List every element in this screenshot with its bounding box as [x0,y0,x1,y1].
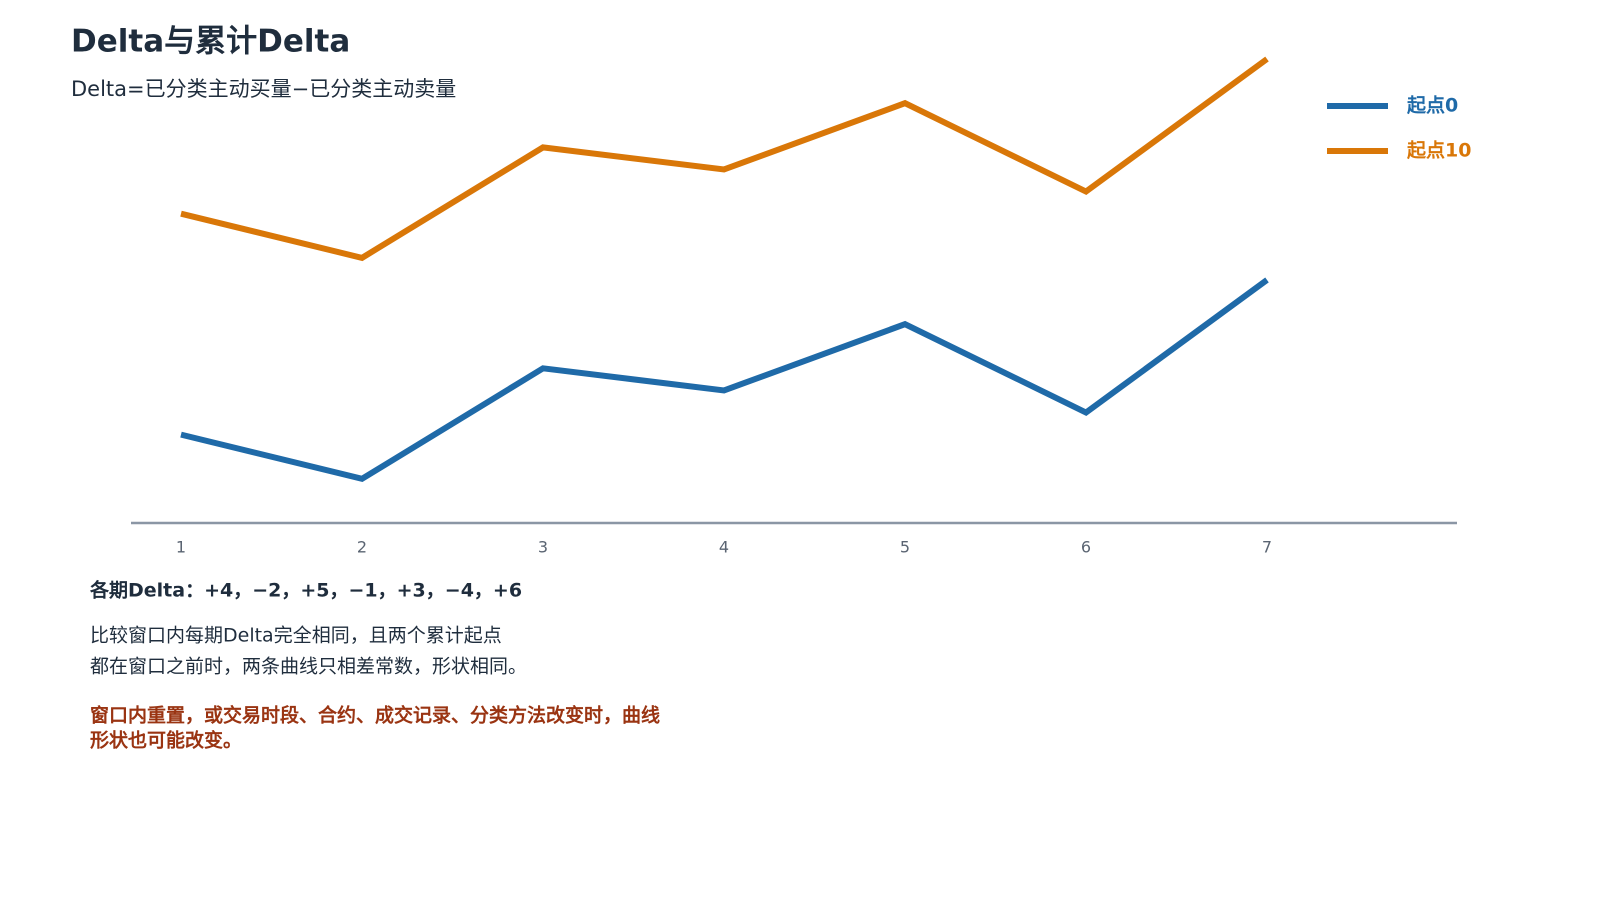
warning-line: 窗口内重置，或交易时段、合约、成交记录、分类方法改变时，曲线 [90,704,660,727]
delta-note: 各期Delta：+4，−2，+5，−1，+3，−4，+6 [89,579,522,602]
series-line [180,56,1269,262]
series-line [180,277,1269,483]
note-line: 比较窗口内每期Delta完全相同，且两个累计起点 [90,625,502,647]
x-tick-label: 6 [1081,538,1091,557]
legend-label: 起点0 [1406,95,1458,117]
note-line: 都在窗口之前时，两条曲线只相差常数，形状相同。 [90,656,527,678]
x-tick-label: 3 [538,538,548,557]
x-tick-label: 4 [719,538,729,557]
x-tick-label: 7 [1262,538,1272,557]
legend-label: 起点10 [1406,140,1471,162]
x-tick-label: 2 [357,538,367,557]
x-tick-label: 1 [176,538,186,557]
x-tick-label: 5 [900,538,910,557]
warning-line: 形状也可能改变。 [90,729,242,752]
chart-subtitle: Delta=已分类主动买量−已分类主动卖量 [71,77,456,101]
chart-title: Delta与累计Delta [71,24,350,60]
